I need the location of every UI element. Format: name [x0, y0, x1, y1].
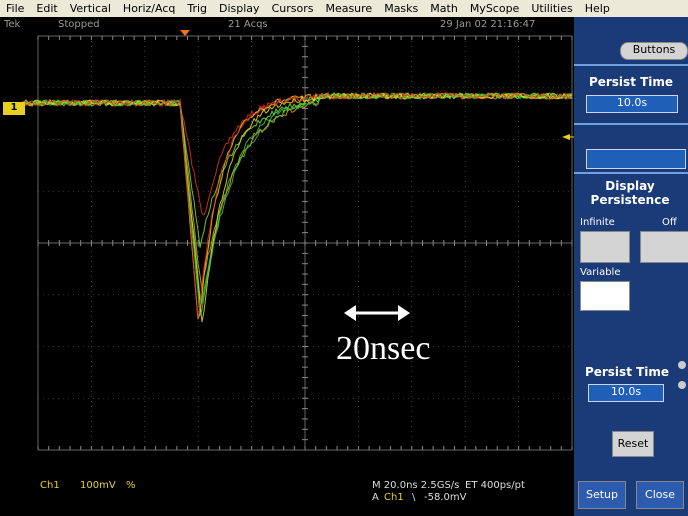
menu-item[interactable]: Display	[219, 2, 260, 15]
trigger-level: -58.0mV	[424, 492, 466, 503]
empty-field[interactable]	[586, 149, 686, 169]
off-button[interactable]	[640, 231, 688, 263]
close-button[interactable]: Close	[636, 481, 684, 509]
waveform	[22, 93, 572, 322]
waveform	[22, 93, 572, 290]
divider	[574, 123, 688, 125]
trigger-position	[180, 30, 190, 36]
persist-time-field-2[interactable]: 10.0s	[588, 384, 664, 402]
span-arrow	[344, 305, 356, 321]
menu-item[interactable]: MyScope	[470, 2, 520, 15]
waveform	[22, 93, 572, 248]
waveform	[22, 93, 572, 319]
menu-bar: File Edit Vertical Horiz/Acq Trig Display Curs…	[0, 0, 688, 17]
timebase: M 20.0ns 2.5GS/s	[372, 480, 459, 491]
reset-button[interactable]: Reset	[612, 431, 654, 457]
buttons-button[interactable]: Buttons	[620, 42, 688, 60]
menu-item[interactable]: Help	[585, 2, 610, 15]
setup-button[interactable]: Setup	[578, 481, 626, 509]
variable-label: Variable	[580, 267, 621, 278]
variable-button[interactable]	[580, 281, 630, 311]
acq-count: 21 Acqs	[228, 19, 268, 30]
menu-item[interactable]: Measure	[325, 2, 372, 15]
menu-item[interactable]: File	[6, 2, 24, 15]
coupling: %	[126, 480, 136, 491]
display-persistence-title: Display Persistence	[590, 179, 670, 207]
menu-item[interactable]: Vertical	[70, 2, 111, 15]
waveform	[22, 93, 572, 316]
scale: 100mV	[80, 480, 116, 491]
menu-item[interactable]: Trig	[187, 2, 207, 15]
infinite-button[interactable]	[580, 231, 630, 263]
menu-item[interactable]: Utilities	[531, 2, 572, 15]
waveform	[22, 93, 572, 303]
off-label: Off	[662, 217, 677, 228]
menu-item[interactable]: Masks	[384, 2, 418, 15]
acq-state: Stopped	[58, 19, 100, 30]
knob-dot	[678, 381, 686, 389]
waveform	[22, 93, 572, 319]
side-panel: Buttons Persist Time 10.0s Display Persi…	[574, 17, 688, 516]
trigger-channel: Ch1	[384, 492, 404, 503]
menu-item[interactable]: Horiz/Acq	[123, 2, 175, 15]
trigger-slope: \	[412, 492, 415, 503]
timestamp: 29 Jan 02 21:16:47	[440, 19, 535, 30]
divider	[574, 172, 688, 174]
record: ET 400ps/pt	[465, 480, 525, 491]
channel-marker: 1	[3, 102, 25, 115]
page: File Edit Vertical Horiz/Acq Trig Display Curs…	[0, 0, 688, 516]
waveform	[22, 93, 572, 215]
annotation: 20nsec	[336, 330, 430, 368]
span-arrow	[398, 305, 410, 321]
infinite-label: Infinite	[580, 217, 615, 228]
menu-item[interactable]: Cursors	[272, 2, 314, 15]
persist-time-label: Persist Time	[570, 365, 684, 379]
persist-time-title: Persist Time	[574, 75, 688, 89]
divider	[574, 64, 688, 66]
brand: Tek	[4, 19, 20, 30]
channel: Ch1	[40, 480, 60, 491]
scope-screen	[0, 30, 574, 500]
persist-time-field[interactable]: 10.0s	[586, 95, 678, 113]
knob-dot	[678, 361, 686, 369]
menu-item[interactable]: Edit	[36, 2, 57, 15]
trigger-source: A	[372, 492, 379, 503]
menu-item[interactable]: Math	[430, 2, 458, 15]
